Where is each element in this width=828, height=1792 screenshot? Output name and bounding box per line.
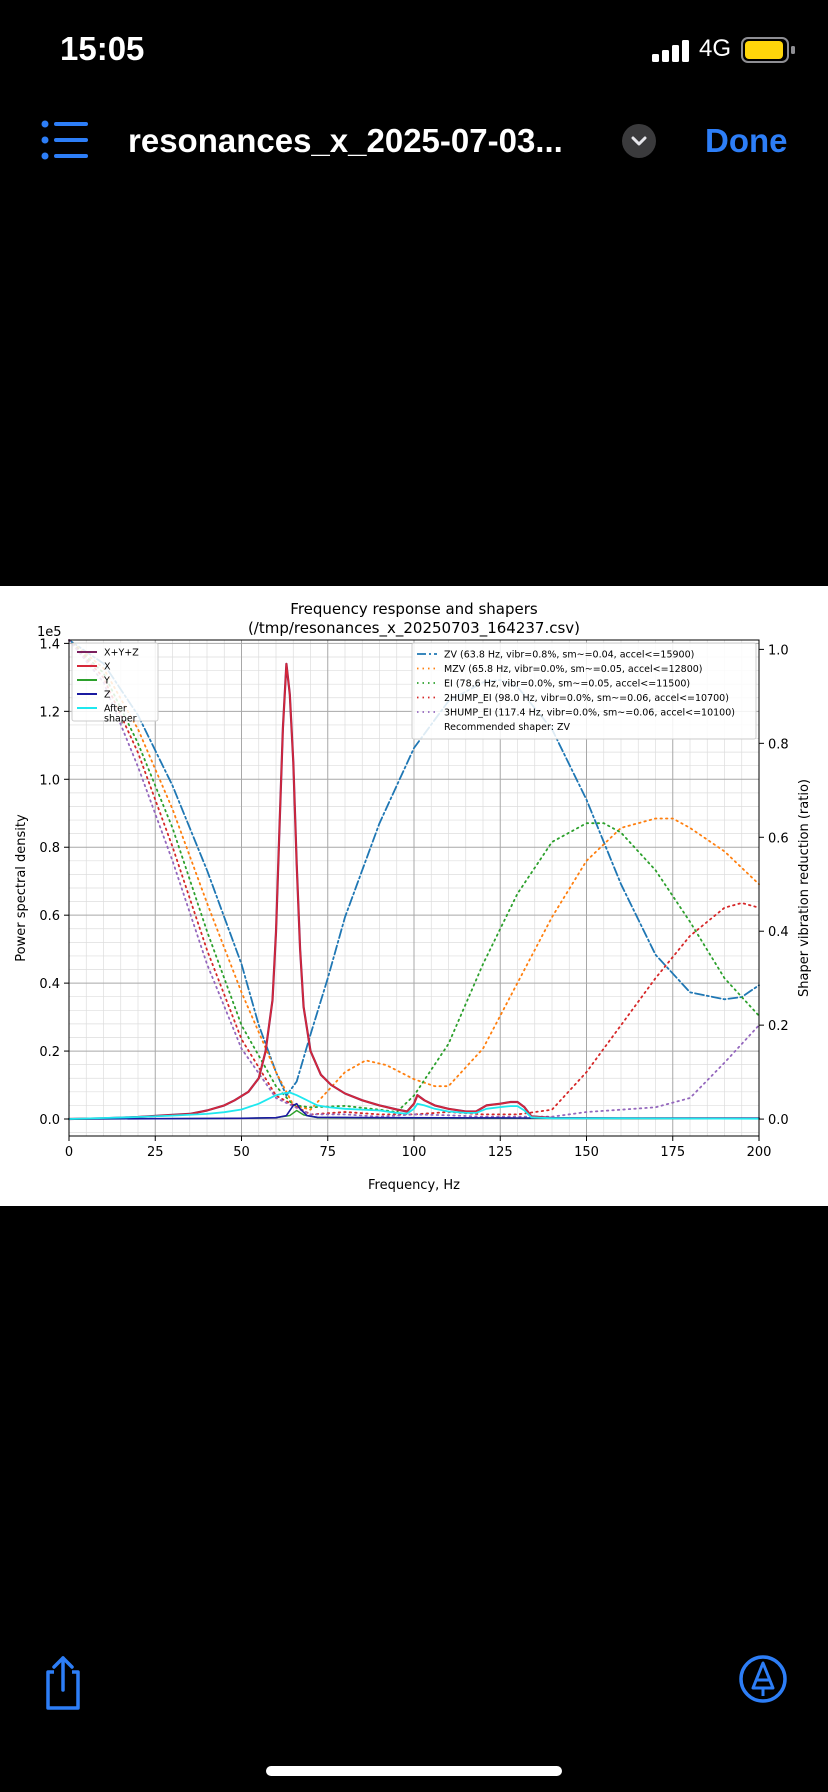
legend-psd-box	[71, 642, 159, 722]
legend-psd-label-3: Z	[104, 690, 111, 701]
shaper-curves	[68, 639, 760, 1118]
x-tick-label: 25	[147, 1145, 164, 1160]
y2-tick-label: 0.2	[768, 1019, 789, 1034]
chevron-down-icon	[631, 136, 647, 146]
y-tick-label: 0.2	[39, 1045, 60, 1060]
bottom-toolbar	[0, 1640, 828, 1730]
x-tick-label: 125	[488, 1145, 513, 1160]
shaper-line-1	[68, 639, 760, 1111]
y-tick-label: 0.6	[39, 909, 60, 924]
y-tick-label: 1.2	[39, 705, 60, 720]
y-tick-label: 0.4	[39, 977, 60, 992]
document-title[interactable]: resonances_x_2025-07-03...	[128, 122, 563, 159]
axis-ticks: 0 25 50 75 100 125 150 175 200 0.0 0.2 0.4 0.6 0.8 1.0…	[39, 637, 788, 1160]
y-axis-label: Power spectral density	[14, 814, 29, 962]
navigation-bar: resonances_x_2025-07-03... Done	[0, 110, 828, 170]
battery-icon	[741, 37, 795, 63]
legend-shaper-label-3: 2HUMP_EI (98.0 Hz, vibr=0.0%, sm~=0.06, …	[444, 693, 729, 704]
x-tick-label: 100	[402, 1145, 427, 1160]
psd-curves	[67, 662, 761, 1121]
network-type: 4G	[699, 35, 732, 62]
x-tick-label: 0	[65, 1145, 73, 1160]
chart-image[interactable]: Frequency response and shapers (/tmp/res…	[0, 586, 828, 1206]
x-tick-label: 50	[233, 1145, 250, 1160]
shaper-line-0	[68, 639, 760, 1097]
shaper-line-2	[68, 639, 760, 1113]
legend-psd-label-2: Y	[103, 676, 110, 687]
home-indicator	[266, 1766, 562, 1776]
done-button[interactable]: Done	[705, 122, 788, 159]
y2-tick-label: 0.8	[768, 737, 789, 752]
legend-psd-label-0: X+Y+Z	[104, 648, 139, 659]
y-tick-label: 0.0	[39, 1113, 60, 1128]
share-icon[interactable]	[40, 1654, 86, 1710]
y-tick-label: 1.4	[39, 637, 60, 652]
list-icon[interactable]	[40, 118, 90, 162]
psd-line-1	[68, 663, 760, 1120]
legend-shaper-label-0: ZV (63.8 Hz, vibr=0.8%, sm~=0.04, accel<…	[444, 650, 694, 661]
chart-subtitle: (/tmp/resonances_x_20250703_164237.csv)	[248, 619, 580, 638]
title-menu-button[interactable]	[622, 124, 656, 158]
y-multiplier: 1e5	[37, 625, 62, 640]
y-tick-label: 1.0	[39, 773, 60, 788]
legend-shaper-label-2: EI (78.6 Hz, vibr=0.0%, sm~=0.05, accel<…	[444, 679, 690, 690]
cellular-signal-icon	[652, 40, 689, 62]
y2-axis-label: Shaper vibration reduction (ratio)	[797, 779, 812, 997]
chart-title: Frequency response and shapers	[290, 600, 538, 618]
x-tick-label: 175	[660, 1145, 685, 1160]
frequency-response-chart: Frequency response and shapers (/tmp/res…	[14, 600, 812, 1193]
legend-shaper-label-1: MZV (65.8 Hz, vibr=0.0%, sm~=0.05, accel…	[444, 664, 703, 675]
legend-psd-label-4: After shaper	[104, 704, 137, 725]
status-time: 15:05	[60, 30, 145, 67]
y2-tick-label: 0.4	[768, 925, 789, 940]
legend-psd-label-1: X	[104, 662, 111, 673]
y2-tick-label: 0.0	[768, 1113, 789, 1128]
shaper-line-3	[68, 639, 760, 1116]
legend-shapers: ZV (63.8 Hz, vibr=0.8%, sm~=0.04, accel<…	[411, 642, 757, 740]
markup-icon[interactable]	[738, 1654, 788, 1704]
y-tick-label: 0.8	[39, 841, 60, 856]
x-tick-label: 200	[747, 1145, 772, 1160]
y2-tick-label: 0.6	[768, 831, 789, 846]
x-tick-label: 75	[319, 1145, 336, 1160]
psd-line-4	[68, 1091, 760, 1120]
x-axis-label: Frequency, Hz	[368, 1178, 460, 1193]
y2-tick-label: 1.0	[768, 643, 789, 658]
recommended-shaper-label: Recommended shaper: ZV	[444, 722, 570, 733]
psd-line-3	[68, 1102, 760, 1120]
status-bar: 15:05 4G	[0, 0, 828, 100]
x-tick-label: 150	[574, 1145, 599, 1160]
legend-psd: X+Y+Z XYZ After shaper	[71, 642, 159, 725]
shaper-line-4	[68, 639, 760, 1118]
legend-shapers-box	[411, 642, 757, 740]
legend-shaper-label-4: 3HUMP_EI (117.4 Hz, vibr=0.0%, sm~=0.06,…	[444, 708, 735, 719]
